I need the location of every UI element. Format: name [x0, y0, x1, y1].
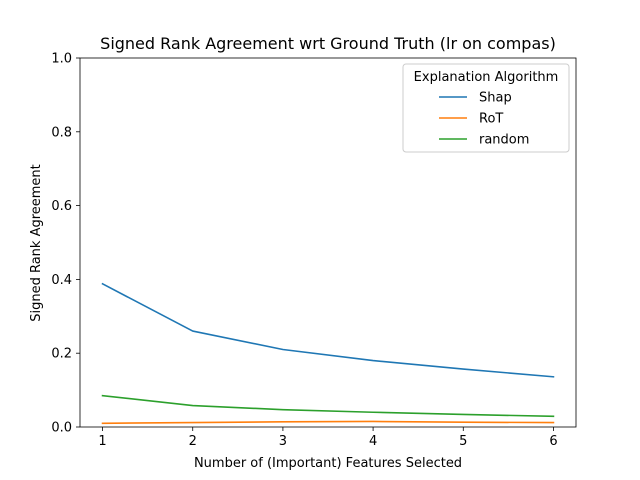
x-tick-label: 3	[279, 434, 287, 449]
legend: Explanation Algorithm Shap RoT random	[402, 63, 570, 153]
legend-label-shap: Shap	[479, 91, 512, 106]
series-line-random	[101, 394, 555, 418]
legend-title: Explanation Algorithm	[414, 70, 559, 85]
chart-title: Signed Rank Agreement wrt Ground Truth (…	[100, 34, 556, 53]
y-axis-label: Signed Rank Agreement	[29, 164, 44, 322]
series-line-rot	[101, 420, 555, 425]
y-tick-label: 0.6	[51, 199, 72, 214]
y-tick-label: 0.2	[51, 347, 72, 362]
x-tick-label: 4	[369, 434, 377, 449]
legend-box	[402, 63, 570, 153]
x-tick-label: 6	[549, 434, 557, 449]
legend-label-random: random	[479, 133, 529, 148]
x-tick-label: 5	[459, 434, 467, 449]
axes-frame	[79, 57, 577, 428]
y-tick-label: 0.8	[51, 125, 72, 140]
y-tick-label: 0.0	[51, 421, 72, 436]
y-tick-label: 1.0	[51, 52, 72, 67]
plot-area: 1 2 3 4 5 6 0.0 0.2 0.4 0.6 0.8 1.0	[51, 52, 577, 449]
x-tick-label: 2	[189, 434, 197, 449]
series-line-shap	[101, 282, 555, 378]
x-tick-label: 1	[98, 434, 106, 449]
y-tick-label: 0.4	[51, 273, 72, 288]
legend-label-rot: RoT	[479, 112, 503, 127]
x-axis-label: Number of (Important) Features Selected	[194, 456, 462, 471]
